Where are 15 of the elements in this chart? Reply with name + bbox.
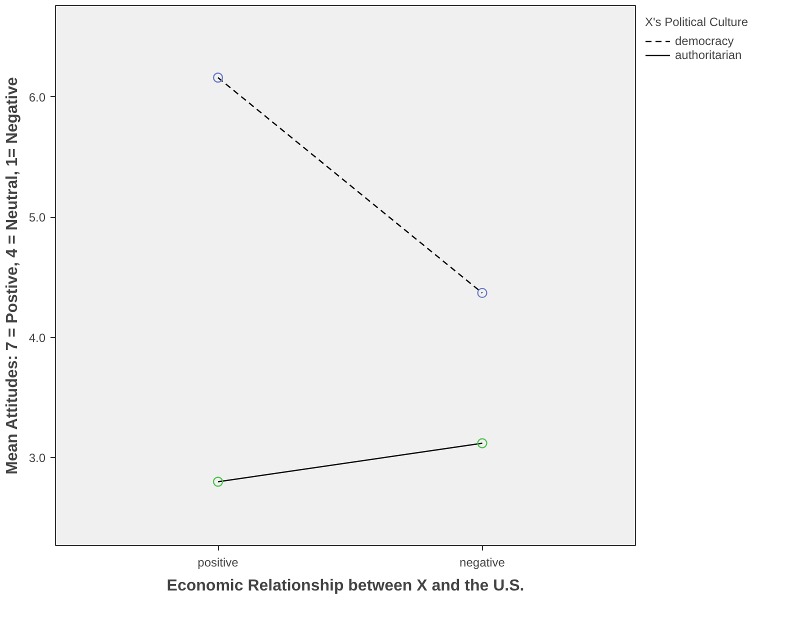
point [477, 288, 488, 298]
y-tick-label: 6.0 [28, 90, 46, 104]
x-tick-label: positive [198, 556, 239, 570]
legend-label: democracy [675, 34, 734, 48]
y-axis-title: Mean Attitudes: 7 = Postive, 4 = Neutral, 1= Negative [4, 77, 21, 474]
legend-title: X's Political Culture [645, 15, 748, 29]
point [212, 72, 224, 83]
y-tick-label: 3.0 [28, 451, 46, 466]
y-tick-label: 4.0 [28, 330, 46, 345]
point [212, 476, 224, 487]
x-axis-title: Economic Relationship between X and the U.S. [166, 578, 524, 594]
legend-label: authoritarian [675, 48, 742, 62]
y-tick-label: 5.0 [28, 210, 46, 225]
point [477, 438, 488, 448]
x-tick-label: negative [460, 556, 506, 570]
